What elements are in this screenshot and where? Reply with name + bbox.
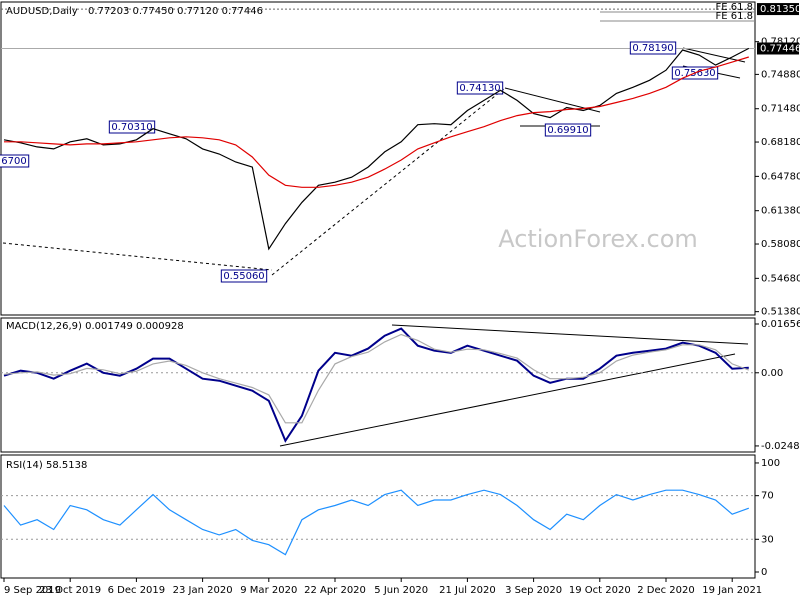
annotation: 0.74130 <box>459 83 500 94</box>
y-tick-label: 0.64780 <box>761 171 800 182</box>
annotation-box <box>544 123 592 137</box>
annotation: 0.55060 <box>223 271 264 282</box>
y-tick-label: 0.016567 <box>761 319 800 330</box>
y-tick-label: 0.74880 <box>761 69 800 80</box>
annotation-box <box>629 41 677 55</box>
annotation: 0.69910 <box>547 125 588 136</box>
y-tick-label: 0.00 <box>761 368 783 379</box>
level-label: 0.77446 <box>760 43 800 54</box>
x-tick-label: 21 Jul 2020 <box>439 585 496 596</box>
annotation: 6700 <box>1 156 26 167</box>
x-tick-label: 2 Dec 2020 <box>637 585 695 596</box>
series-line <box>3 333 750 424</box>
macd-title: MACD(12,26,9) 0.001749 0.000928 <box>6 321 184 332</box>
y-tick-label: 0.61380 <box>761 206 800 217</box>
annotation: 0.78190 <box>632 43 673 54</box>
y-tick-label: -0.02484 <box>761 441 800 452</box>
rsi-panel <box>0 454 756 579</box>
series-line <box>4 56 749 188</box>
price-title: AUDUSD,Daily <box>6 6 78 17</box>
x-tick-label: 9 Mar 2020 <box>240 585 297 596</box>
x-tick-label: 9 Sep 2019 <box>4 585 61 596</box>
x-tick-label: 19 Jan 2021 <box>702 585 762 596</box>
x-tick-label: 3 Sep 2020 <box>505 585 562 596</box>
level-box <box>757 42 799 55</box>
y-tick-label: 0.68180 <box>761 137 800 148</box>
y-tick-label: 70 <box>761 491 774 502</box>
annotation: 0.70310 <box>111 122 152 133</box>
trendline <box>682 47 746 63</box>
y-tick-label: 0.71480 <box>761 104 800 115</box>
fe-label: FE 61.8 <box>715 2 753 13</box>
watermark: ActionForex.com <box>498 225 698 253</box>
annotation-box <box>220 269 268 283</box>
level-label: 0.81350 <box>760 4 800 15</box>
x-tick-label: 5 Jun 2020 <box>374 585 428 596</box>
x-tick-label: 23 Oct 2019 <box>39 585 101 596</box>
trendline <box>271 87 506 276</box>
y-tick-label: 100 <box>761 458 780 469</box>
x-tick-label: 19 Oct 2020 <box>569 585 631 596</box>
annotation-box <box>108 120 156 134</box>
annotation-box <box>0 154 30 168</box>
macd-panel <box>0 317 756 453</box>
level-box <box>757 3 799 16</box>
trendline <box>279 353 736 447</box>
price-subtitle: 0.77203 0.77450 0.77120 0.77446 <box>88 6 263 17</box>
series-line <box>3 489 750 556</box>
y-tick-label: 0.78120 <box>761 37 800 48</box>
y-tick-label: 0.58080 <box>761 239 800 250</box>
y-tick-label: 0 <box>761 567 767 578</box>
fe-label: FE 61.8 <box>715 11 753 22</box>
annotation-box <box>456 81 504 95</box>
x-tick-label: 22 Apr 2020 <box>304 585 366 596</box>
x-tick-label: 6 Dec 2019 <box>108 585 166 596</box>
trendline <box>391 324 749 345</box>
x-tick-label: 23 Jan 2020 <box>173 585 233 596</box>
rsi-title: RSI(14) 58.5138 <box>6 460 87 471</box>
y-tick-label: 0.51380 <box>761 307 800 318</box>
y-tick-label: 0.54680 <box>761 273 800 284</box>
y-tick-label: 30 <box>761 534 774 545</box>
